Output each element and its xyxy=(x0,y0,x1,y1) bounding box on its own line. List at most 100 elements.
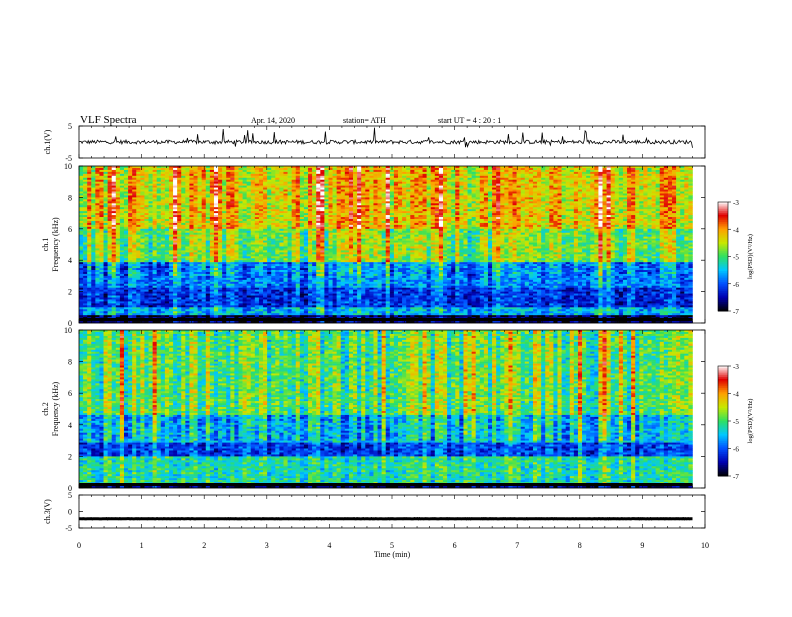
spectrogram-cell xyxy=(87,246,91,248)
spectrogram-cell xyxy=(263,252,267,254)
spectrogram-cell xyxy=(177,297,181,299)
spectrogram-cell xyxy=(218,262,222,264)
spectrogram-cell xyxy=(140,223,144,225)
spectrogram-cell xyxy=(165,229,169,231)
spectrogram-cell xyxy=(87,203,91,205)
spectrogram-cell xyxy=(79,192,83,194)
spectrogram-cell xyxy=(308,168,312,170)
spectrogram-cell xyxy=(144,213,148,215)
spectrogram-cell xyxy=(333,215,337,217)
spectrogram-cell xyxy=(279,280,283,282)
spectrogram-cell xyxy=(263,264,267,266)
spectrogram-cell xyxy=(91,256,95,258)
spectrogram-cell xyxy=(243,278,247,280)
spectrogram-cell xyxy=(124,225,128,227)
spectrogram-cell xyxy=(173,286,177,288)
spectrogram-cell xyxy=(243,211,247,213)
spectrogram-cell xyxy=(136,176,140,178)
spectrogram-cell xyxy=(136,284,140,286)
spectrogram-cell xyxy=(320,217,324,219)
spectrogram-cell xyxy=(283,237,287,239)
spectrogram-cell xyxy=(259,262,263,264)
spectrogram-cell xyxy=(153,182,157,184)
spectrogram-cell xyxy=(124,250,128,252)
spectrogram-cell xyxy=(132,197,136,199)
spectrogram-cell xyxy=(189,209,193,211)
spectrogram-cell xyxy=(218,190,222,192)
spectrogram-cell xyxy=(177,199,181,201)
spectrogram-cell xyxy=(173,313,177,315)
spectrogram-cell xyxy=(140,250,144,252)
spectrogram-cell xyxy=(222,284,226,286)
spectrogram-cell xyxy=(263,199,267,201)
spectrogram-cell xyxy=(140,284,144,286)
spectrogram-cell xyxy=(239,201,243,203)
spectrogram-cell xyxy=(230,168,234,170)
spectrogram-cell xyxy=(210,243,214,245)
spectrogram-cell xyxy=(312,180,316,182)
spectrogram-cell xyxy=(247,286,251,288)
spectrogram-cell xyxy=(312,294,316,296)
spectrogram-cell xyxy=(95,215,99,217)
spectrogram-cell xyxy=(95,209,99,211)
spectrogram-cell xyxy=(99,190,103,192)
spectrogram-cell xyxy=(328,186,332,188)
spectrogram-cell xyxy=(300,217,304,219)
spectrogram-cell xyxy=(177,246,181,248)
spectrogram-cell xyxy=(304,260,308,262)
spectrogram-cell xyxy=(149,292,153,294)
spectrogram-cell xyxy=(324,256,328,258)
spectrogram-cell xyxy=(247,186,251,188)
spectrogram-cell xyxy=(153,252,157,254)
spectrogram-cell xyxy=(132,223,136,225)
spectrogram-cell xyxy=(243,290,247,292)
spectrogram-cell xyxy=(99,301,103,303)
spectrogram-cell xyxy=(210,172,214,174)
spectrogram-cell xyxy=(234,252,238,254)
spectrogram-cell xyxy=(169,307,173,309)
spectrogram-cell xyxy=(300,199,304,201)
spectrogram-cell xyxy=(267,297,271,299)
spectrogram-cell xyxy=(226,297,230,299)
spectrogram-cell xyxy=(279,190,283,192)
spectrogram-cell xyxy=(79,305,83,307)
spectrogram-cell xyxy=(218,239,222,241)
spectrogram-cell xyxy=(104,248,108,250)
spectrogram-cell xyxy=(95,278,99,280)
spectrogram-cell xyxy=(328,223,332,225)
spectrogram-cell xyxy=(239,192,243,194)
spectrogram-cell xyxy=(132,180,136,182)
spectrogram-cell xyxy=(198,248,202,250)
spectrogram-cell xyxy=(267,172,271,174)
spectrogram-cell xyxy=(292,288,296,290)
spectrogram-cell xyxy=(185,254,189,256)
spectrogram-cell xyxy=(132,199,136,201)
spectrogram-cell xyxy=(112,274,116,276)
spectrogram-cell xyxy=(161,203,165,205)
spectrogram-cell xyxy=(95,180,99,182)
spectrogram-cell xyxy=(255,307,259,309)
spectrogram-cell xyxy=(173,241,177,243)
spectrogram-cell xyxy=(247,292,251,294)
spectrogram-cell xyxy=(304,199,308,201)
spectrogram-cell xyxy=(239,227,243,229)
spectrogram-cell xyxy=(304,215,308,217)
spectrogram-cell xyxy=(206,231,210,233)
spectrogram-cell xyxy=(275,297,279,299)
spectrogram-cell xyxy=(169,284,173,286)
spectrogram-cell xyxy=(271,246,275,248)
spectrogram-cell xyxy=(161,176,165,178)
spectrogram-cell xyxy=(271,221,275,223)
spectrogram-cell xyxy=(312,217,316,219)
spectrogram-cell xyxy=(218,180,222,182)
spectrogram-cell xyxy=(87,264,91,266)
spectrogram-cell xyxy=(140,274,144,276)
spectrogram-cell xyxy=(173,290,177,292)
spectrogram-cell xyxy=(263,260,267,262)
spectrogram-cell xyxy=(165,280,169,282)
spectrogram-cell xyxy=(210,190,214,192)
spectrogram-cell xyxy=(214,305,218,307)
spectrogram-cell xyxy=(173,311,177,313)
spectrogram-cell xyxy=(251,205,255,207)
spectrogram-cell xyxy=(177,282,181,284)
